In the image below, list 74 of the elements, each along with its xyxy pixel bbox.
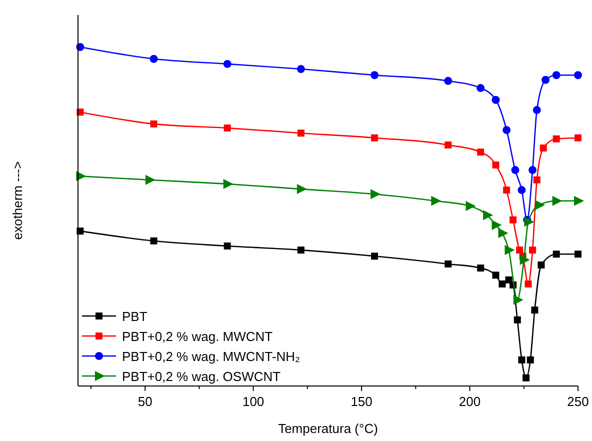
point	[444, 141, 452, 148]
point	[524, 280, 532, 288]
point	[466, 200, 476, 211]
point	[483, 210, 494, 220]
x-tick-label: 50	[138, 394, 152, 409]
x-tick-label: 100	[242, 394, 264, 409]
point	[514, 316, 521, 324]
point	[516, 246, 524, 254]
point	[529, 246, 536, 254]
point	[477, 264, 484, 272]
point	[540, 144, 547, 152]
point	[145, 174, 156, 185]
point	[574, 196, 584, 206]
point	[552, 71, 560, 80]
point	[574, 250, 582, 258]
point	[524, 216, 534, 227]
point	[498, 228, 508, 238]
point	[444, 76, 452, 85]
point	[574, 134, 582, 142]
point	[296, 184, 307, 194]
point	[370, 71, 379, 80]
point	[492, 272, 500, 279]
point	[150, 237, 158, 244]
point	[223, 178, 234, 189]
point	[224, 124, 231, 132]
point	[492, 220, 502, 230]
point	[371, 134, 378, 142]
point	[502, 126, 511, 134]
point	[528, 166, 537, 174]
point	[510, 216, 517, 224]
point	[520, 254, 530, 265]
point	[431, 196, 442, 206]
x-axis-title: Temperatura (°C)	[278, 421, 378, 436]
point	[513, 294, 524, 305]
point	[224, 242, 231, 250]
point	[532, 106, 541, 114]
x-tick-label: 250	[567, 394, 589, 409]
point	[503, 186, 510, 194]
point	[444, 260, 452, 268]
point	[296, 65, 305, 74]
point	[511, 166, 520, 174]
point	[522, 374, 530, 382]
point	[552, 135, 560, 142]
point	[531, 306, 538, 314]
point	[552, 196, 562, 206]
point	[297, 130, 304, 137]
y-axis-title: exotherm --->	[10, 161, 25, 240]
point	[552, 250, 560, 258]
point	[498, 280, 506, 288]
point	[535, 200, 546, 210]
point	[538, 261, 545, 268]
point	[533, 176, 540, 184]
point	[150, 54, 158, 63]
point	[297, 246, 304, 254]
point	[574, 71, 582, 80]
point	[150, 120, 158, 128]
point	[477, 148, 484, 156]
point	[370, 189, 381, 200]
point	[223, 60, 232, 68]
point	[492, 161, 500, 168]
point	[542, 76, 550, 84]
point	[526, 356, 534, 364]
point	[518, 356, 526, 364]
point	[476, 84, 485, 92]
legend-label: PBT+0,2 % wag. OSWCNT	[122, 369, 281, 384]
point	[518, 186, 526, 194]
point	[492, 96, 500, 104]
x-tick-label: 200	[458, 394, 481, 409]
legend-label: PBT	[122, 309, 148, 324]
legend-label: PBT+0,2 % wag. MWCNT-NH₂	[122, 349, 300, 364]
x-tick-label: 150	[350, 394, 372, 409]
point	[371, 252, 378, 260]
legend-label: PBT+0,2 % wag. MWCNT	[122, 329, 273, 344]
point	[504, 245, 515, 256]
